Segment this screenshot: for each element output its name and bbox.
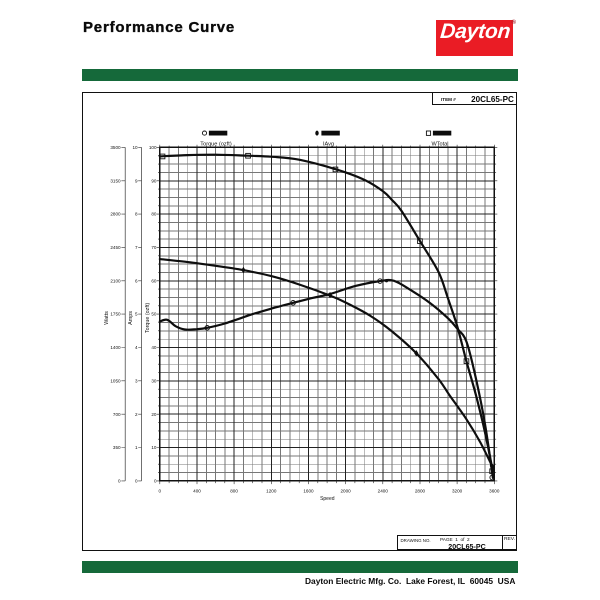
svg-text:30: 30 — [151, 378, 157, 383]
svg-text:2: 2 — [135, 412, 138, 417]
svg-text:2450: 2450 — [110, 245, 121, 250]
svg-text:3200: 3200 — [452, 488, 463, 493]
svg-text:Amps: Amps — [128, 311, 134, 325]
svg-text:400: 400 — [193, 488, 201, 493]
svg-text:9: 9 — [135, 178, 138, 183]
svg-text:0: 0 — [118, 478, 121, 483]
svg-text:10: 10 — [151, 445, 157, 450]
svg-text:7: 7 — [135, 245, 138, 250]
svg-text:1600: 1600 — [303, 488, 314, 493]
svg-text:10: 10 — [132, 145, 138, 150]
svg-text:1050: 1050 — [110, 378, 121, 383]
svg-text:1: 1 — [135, 445, 138, 450]
svg-text:Watts: Watts — [104, 311, 110, 325]
svg-text:1750: 1750 — [110, 312, 121, 317]
svg-text:Torque (ozft): Torque (ozft) — [200, 141, 232, 147]
svg-text:70: 70 — [151, 245, 157, 250]
svg-text:800: 800 — [230, 488, 238, 493]
svg-text:2400: 2400 — [378, 488, 389, 493]
svg-text:350: 350 — [113, 445, 121, 450]
svg-text:0: 0 — [154, 478, 157, 483]
svg-text:2000: 2000 — [340, 488, 351, 493]
svg-text:40: 40 — [151, 345, 157, 350]
svg-text:3500: 3500 — [110, 145, 121, 150]
svg-text:Speed: Speed — [320, 496, 335, 502]
svg-text:8: 8 — [135, 212, 138, 217]
svg-text:20: 20 — [151, 412, 157, 417]
svg-text:100: 100 — [149, 145, 157, 150]
svg-text:2800: 2800 — [415, 488, 426, 493]
svg-text:2800: 2800 — [110, 212, 121, 217]
svg-text:90: 90 — [151, 178, 157, 183]
svg-text:3600: 3600 — [489, 488, 500, 493]
svg-text:WTotal: WTotal — [431, 141, 448, 147]
svg-text:5: 5 — [135, 312, 138, 317]
svg-text:1200: 1200 — [266, 488, 277, 493]
svg-text:6: 6 — [135, 278, 138, 283]
svg-text:60: 60 — [151, 278, 157, 283]
svg-text:Torque (ozft): Torque (ozft) — [145, 303, 151, 333]
svg-text:50: 50 — [151, 312, 157, 317]
svg-text:2100: 2100 — [110, 278, 121, 283]
svg-text:3: 3 — [135, 378, 138, 383]
svg-text:IAvg: IAvg — [323, 141, 334, 147]
svg-text:0: 0 — [159, 488, 162, 493]
svg-text:80: 80 — [151, 212, 157, 217]
svg-text:700: 700 — [113, 412, 121, 417]
svg-text:0: 0 — [135, 478, 138, 483]
svg-text:3150: 3150 — [110, 178, 121, 183]
svg-text:1400: 1400 — [110, 345, 121, 350]
svg-text:4: 4 — [135, 345, 138, 350]
